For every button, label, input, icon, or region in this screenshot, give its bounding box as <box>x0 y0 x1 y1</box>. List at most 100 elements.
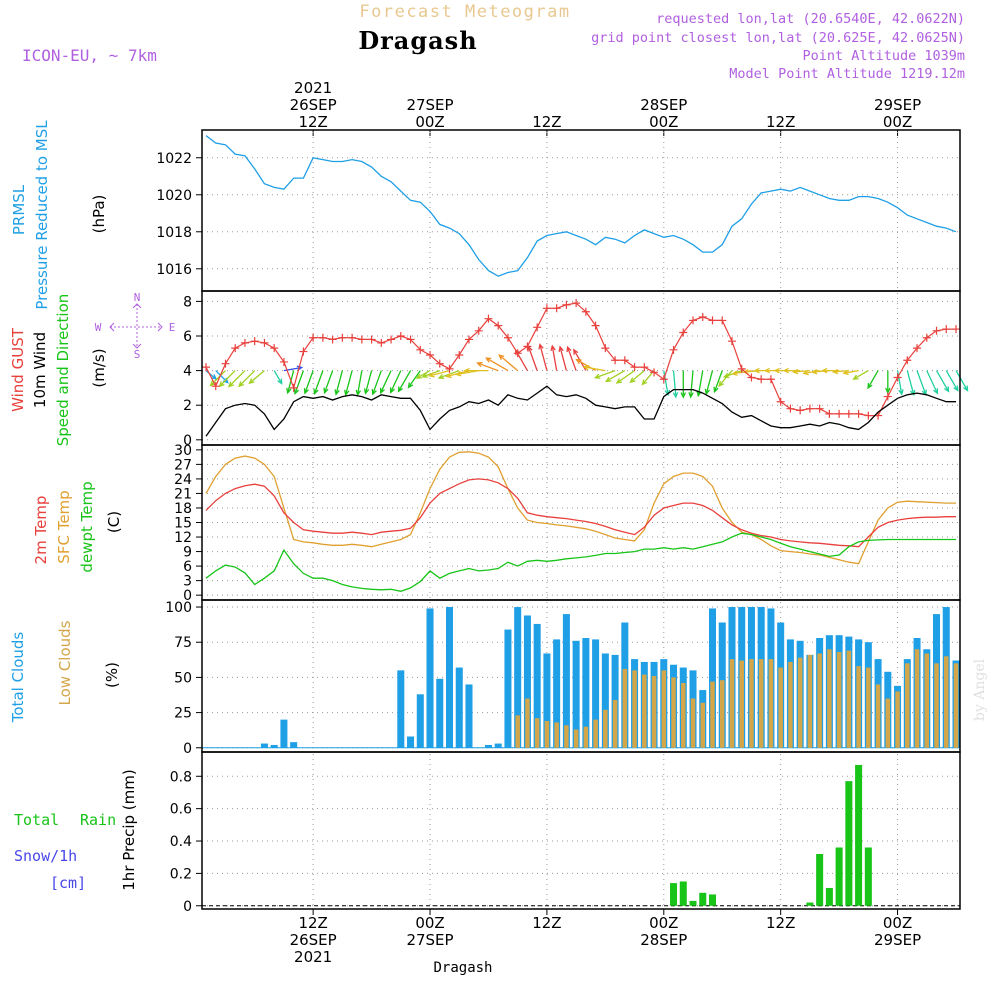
wind-arrow-shaft <box>867 370 879 389</box>
p1-tick-label: 1020 <box>156 188 192 204</box>
wind-arrow-shaft <box>477 362 499 372</box>
p3-tick-label: 12 <box>174 530 192 546</box>
point-altitude: Point Altitude 1039m <box>802 48 965 64</box>
gust-marker <box>211 382 220 391</box>
low-cloud-bar <box>671 677 676 748</box>
wind-arrow-head <box>582 364 590 371</box>
top-time-label: 00Z <box>415 113 444 131</box>
gust-marker <box>776 397 785 406</box>
gust-marker <box>455 351 464 360</box>
gust-marker <box>513 349 522 358</box>
precip-panel: 0 0.2 0.4 0.6 0.8 Total Rain Snow/1h [cm] 1h… <box>14 751 961 915</box>
low-cloud-bar <box>758 659 764 748</box>
gust-marker <box>250 337 259 346</box>
p4-tick-label: 75 <box>174 635 192 651</box>
wind-arrow-head <box>323 387 329 395</box>
bottom-time-label: 12Z <box>298 914 327 932</box>
pressure-grid <box>202 132 960 289</box>
low-cloud-bar <box>622 668 628 748</box>
pressure-line <box>205 135 957 277</box>
total-clouds-label: Total Clouds <box>9 632 27 724</box>
wind-grid <box>202 293 960 443</box>
total-cloud-bar <box>416 694 424 748</box>
gust-marker <box>231 344 240 353</box>
p5-tick-label: 0 <box>183 899 192 915</box>
wind-arrow-shaft <box>539 344 548 371</box>
wind-arrow-head <box>303 388 309 395</box>
wind-arrow-head <box>389 387 395 394</box>
gust-marker <box>328 335 337 344</box>
wind-arrow-shaft <box>616 370 635 384</box>
wind-arrow-head <box>593 373 601 379</box>
rain-bar <box>708 894 716 906</box>
gust-marker <box>581 307 590 316</box>
wind-arrow-head <box>802 369 809 376</box>
wind-arrow-shaft <box>273 370 283 384</box>
watermark: by Angel <box>972 658 988 721</box>
p4-tick-label: 100 <box>165 600 192 616</box>
p1-tick-label: 1016 <box>156 262 192 278</box>
gust-marker <box>903 356 912 365</box>
total-cloud-bar <box>397 670 405 748</box>
low-cloud-bar <box>788 661 793 748</box>
wind-arrow-head <box>713 386 719 394</box>
rain-bar <box>699 892 707 906</box>
gust-marker <box>952 325 960 334</box>
wind-arrow-shaft <box>323 370 334 393</box>
wind-arrow-head <box>933 388 939 395</box>
wind-arrow-head <box>463 367 470 374</box>
wind-gust-markers <box>202 299 960 420</box>
precip-rain-label: Rain <box>80 811 116 829</box>
precip-y-ticks: 0 0.2 0.4 0.6 0.8 <box>170 769 202 915</box>
gust-marker <box>766 375 775 384</box>
gust-marker <box>406 335 415 344</box>
wind-arrow-shaft <box>935 370 950 392</box>
gust-marker <box>426 351 435 360</box>
total-cloud-bar <box>436 678 444 748</box>
precip-snow-label: Snow/1h <box>14 847 77 865</box>
gust-marker <box>718 316 727 325</box>
gust-marker <box>591 321 600 330</box>
gust-marker <box>679 328 688 337</box>
low-clouds-label: Low Clouds <box>56 620 74 705</box>
p3-tick-label: 6 <box>183 559 192 575</box>
low-cloud-bar <box>593 719 598 748</box>
wind-arrow-head <box>334 389 340 396</box>
total-cloud-bar <box>426 608 434 748</box>
wind-arrow-head <box>421 372 428 378</box>
gust-marker <box>659 375 668 384</box>
pressure-y-ticks: 1016 1018 1020 1022 <box>156 151 202 278</box>
wind-arrow-head <box>210 374 218 380</box>
wind-arrow-head <box>664 389 671 397</box>
top-time-label: 28SEP <box>640 96 687 114</box>
wind-arrow-shaft <box>397 370 412 392</box>
wind-arrow-head <box>680 392 687 399</box>
low-cloud-bar <box>885 698 891 748</box>
wind-arrow-head <box>641 379 648 386</box>
bottom-time-label: 26SEP <box>290 931 337 949</box>
wind-arrow-shaft <box>926 370 938 394</box>
wind-arrow-shaft <box>287 370 295 393</box>
gust-marker <box>796 406 805 415</box>
wind-arrow-shaft <box>672 370 677 398</box>
temperature-grid <box>202 447 960 598</box>
total-cloud-bar <box>504 629 512 748</box>
wind-arrow-shaft <box>249 370 265 384</box>
wind-arrow-head <box>688 392 694 399</box>
bottom-time-label: 2021 <box>294 948 332 966</box>
wind-arrow-head <box>344 389 350 397</box>
wind-arrow-head <box>791 368 799 375</box>
low-cloud-bar <box>934 663 939 748</box>
gust-marker <box>357 335 366 344</box>
chart-top-title: Forecast Meteogram <box>359 2 570 22</box>
wind-arrow-head <box>445 372 452 379</box>
wind-arrow-shaft <box>498 354 519 372</box>
total-cloud-bar <box>446 607 454 748</box>
wind-arrow-head <box>573 348 579 355</box>
bottom-time-label: 28SEP <box>640 931 687 949</box>
total-cloud-bar <box>484 744 492 748</box>
top-time-label: 2021 <box>294 79 332 97</box>
wind-arrow-shaft <box>843 369 859 374</box>
location-title: Dragash <box>358 26 477 55</box>
